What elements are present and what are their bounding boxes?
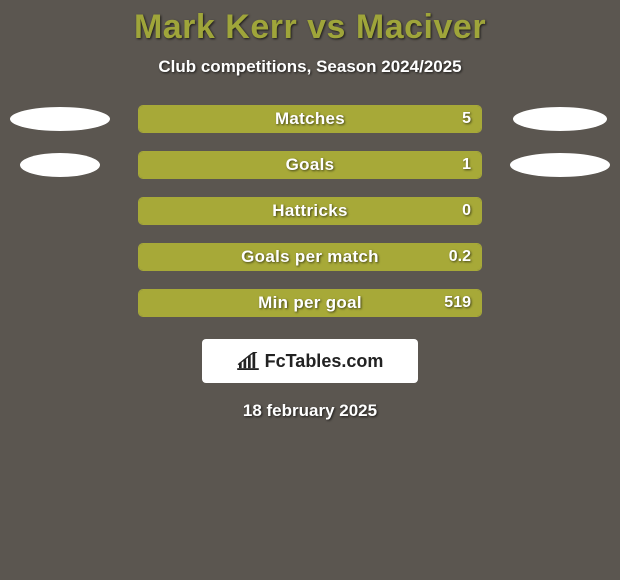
comparison-infographic: Mark Kerr vs Maciver Club competitions, … <box>0 0 620 580</box>
right-blob <box>510 153 610 177</box>
right-blob-slot <box>510 153 610 177</box>
stat-bar: Matches5 <box>138 105 482 133</box>
stat-value: 1 <box>462 152 471 178</box>
left-blob <box>10 107 110 131</box>
stat-row: Min per goal519 <box>0 289 620 317</box>
stat-label: Matches <box>139 106 481 132</box>
right-blob <box>513 107 607 131</box>
page-title: Mark Kerr vs Maciver <box>0 8 620 47</box>
stat-value: 519 <box>444 290 471 316</box>
date-text: 18 february 2025 <box>0 401 620 421</box>
stat-label: Min per goal <box>139 290 481 316</box>
right-blob-slot <box>510 107 610 131</box>
left-blob-slot <box>10 153 110 177</box>
stat-label: Goals per match <box>139 244 481 270</box>
stat-bar: Goals1 <box>138 151 482 179</box>
brand-logo-text: FcTables.com <box>265 351 384 372</box>
stat-rows: Matches5Goals1Hattricks0Goals per match0… <box>0 105 620 317</box>
stat-bar: Goals per match0.2 <box>138 243 482 271</box>
stat-bar: Hattricks0 <box>138 197 482 225</box>
stat-row: Goals per match0.2 <box>0 243 620 271</box>
stat-row: Matches5 <box>0 105 620 133</box>
stat-label: Hattricks <box>139 198 481 224</box>
stat-value: 0 <box>462 198 471 224</box>
brand-logo-box: FcTables.com <box>202 339 418 383</box>
left-blob-slot <box>10 107 110 131</box>
stat-value: 0.2 <box>449 244 471 270</box>
stat-bar: Min per goal519 <box>138 289 482 317</box>
left-blob <box>20 153 100 177</box>
stat-label: Goals <box>139 152 481 178</box>
page-subtitle: Club competitions, Season 2024/2025 <box>0 57 620 77</box>
stat-row: Hattricks0 <box>0 197 620 225</box>
bar-chart-icon <box>237 352 259 370</box>
stat-row: Goals1 <box>0 151 620 179</box>
stat-value: 5 <box>462 106 471 132</box>
